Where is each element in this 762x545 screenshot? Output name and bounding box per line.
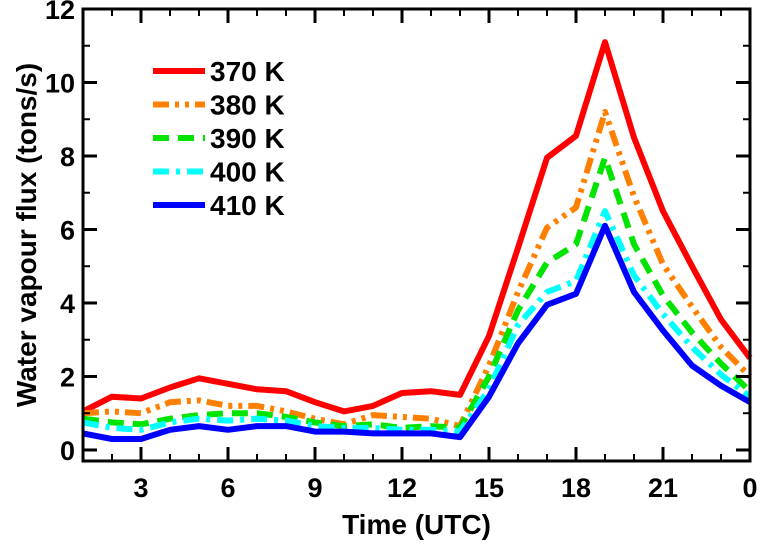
- series-line-1: [81, 39, 753, 415]
- legend-label-3: 390 K: [210, 123, 285, 154]
- y-axis-title: Water vapour flux (tons/s): [11, 63, 42, 407]
- x-tick-label: 12: [387, 473, 417, 503]
- y-tick-label: 0: [60, 436, 75, 466]
- x-tick-label: 0: [742, 473, 757, 503]
- legend-label-5: 410 K: [210, 190, 285, 221]
- legend-label-4: 400 K: [210, 157, 285, 188]
- series-line-3: [82, 154, 753, 431]
- legend-label-2: 380 K: [210, 90, 285, 121]
- x-tick-label: 21: [648, 473, 678, 503]
- x-tick-label: 18: [561, 473, 591, 503]
- x-axis-title: Time (UTC): [342, 509, 491, 540]
- x-tick-label: 6: [220, 473, 235, 503]
- x-tick-label: 3: [133, 473, 148, 503]
- y-tick-label: 4: [60, 289, 75, 319]
- y-tick-label: 10: [45, 68, 75, 98]
- y-tick-label: 2: [60, 362, 75, 392]
- y-tick-label: 12: [45, 0, 75, 25]
- series-line-2: [82, 108, 753, 430]
- legend-label-1: 370 K: [210, 56, 285, 87]
- y-tick-label: 8: [60, 142, 75, 172]
- series-line-5: [82, 222, 752, 442]
- x-tick-label: 15: [474, 473, 504, 503]
- series-layer: [81, 39, 753, 442]
- y-tick-label: 6: [60, 215, 75, 245]
- plot-frame: [81, 7, 752, 463]
- series-line-4: [82, 208, 752, 435]
- axes-layer: 3 6 9 12 15 18 21 0 0 2 4 6 8 10 12: [45, 0, 758, 503]
- x-tick-label: 9: [307, 473, 322, 503]
